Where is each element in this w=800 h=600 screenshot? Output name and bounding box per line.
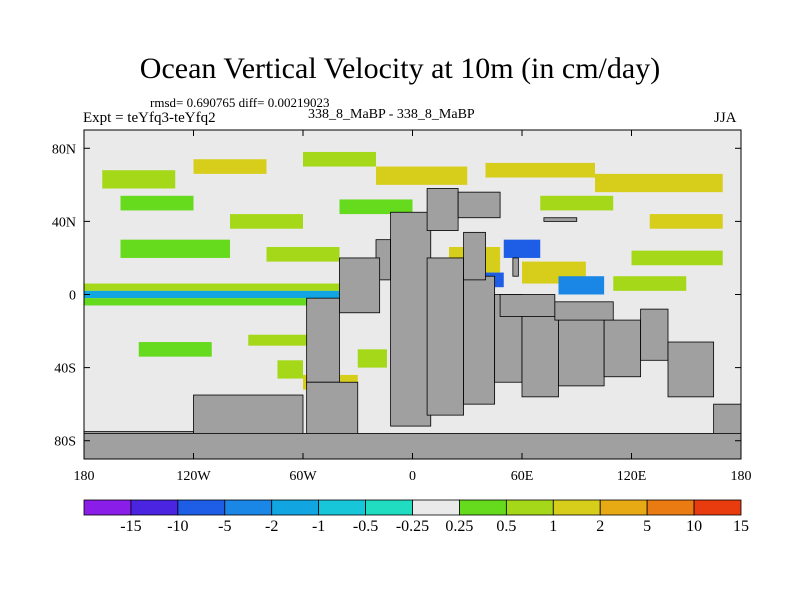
land-block xyxy=(499,294,556,317)
colorbar-label: -0.5 xyxy=(353,518,378,535)
anomaly-cell xyxy=(503,239,541,258)
colorbar-swatch xyxy=(130,499,179,516)
y-tick-label: 40S xyxy=(54,362,76,377)
colorbar-label: 1 xyxy=(549,518,557,535)
land-block xyxy=(558,312,605,387)
colorbar-label: 2 xyxy=(596,518,604,535)
anomaly-cell xyxy=(138,342,212,357)
y-tick-label: 0 xyxy=(69,289,76,304)
land-block xyxy=(457,191,501,219)
anomaly-cell xyxy=(613,276,687,291)
anomaly-cell xyxy=(649,214,723,229)
colorbar-label: 0.5 xyxy=(496,518,516,535)
land-block xyxy=(426,257,465,416)
y-tick-label: 80N xyxy=(52,142,76,157)
land-block xyxy=(306,297,340,383)
colorbar-swatch xyxy=(505,499,554,516)
land-block xyxy=(463,231,486,281)
chart-title: Ocean Vertical Velocity at 10m (in cm/da… xyxy=(139,52,661,85)
stats-label: rmsd= 0.690765 diff= 0.00219023 xyxy=(150,95,330,110)
anomaly-cell xyxy=(631,250,723,266)
colorbar: -15 -10 -5 -2 -1 -0.5 -0.25 0.25 0.5 1 2 5 10 15 xyxy=(83,499,749,535)
colorbar-label: -2 xyxy=(265,518,278,535)
colorbar-swatch xyxy=(224,499,273,516)
x-tick-label: 0 xyxy=(409,469,416,484)
colorbar-swatch xyxy=(83,499,132,516)
anomaly-cell xyxy=(120,195,194,211)
anomaly-cell xyxy=(84,290,358,299)
colorbar-swatch xyxy=(412,499,460,516)
x-tick-label: 120E xyxy=(617,469,647,484)
colorbar-label: -10 xyxy=(167,518,188,535)
y-tick-label: 80S xyxy=(54,435,76,450)
anomaly-cell xyxy=(277,360,303,379)
anomaly-cell xyxy=(376,166,468,185)
anomaly-cell xyxy=(540,195,614,211)
x-tick-label: 60E xyxy=(511,469,534,484)
anomaly-cell xyxy=(595,173,723,193)
x-tick-label: 180 xyxy=(74,469,95,484)
colorbar-label: 0.25 xyxy=(445,518,473,535)
x-tick-label: 180 xyxy=(731,469,752,484)
land-block xyxy=(463,275,496,405)
colorbar-swatch xyxy=(177,499,226,516)
anomaly-cell xyxy=(558,276,605,295)
center-label: 338_8_MaBP - 338_8_MaBP xyxy=(308,107,475,122)
anomaly-cell xyxy=(485,162,595,178)
anomaly-cell xyxy=(120,239,230,258)
land-block xyxy=(426,188,459,231)
colorbar-swatch xyxy=(365,499,413,516)
land-block xyxy=(603,319,642,378)
map-axes: 180 120W 60W 0 60E 120E 180 80N 40N 0 40S 80S xyxy=(52,129,752,484)
season-label: JJA xyxy=(714,110,737,126)
experiment-label: Expt = teYfq3-teYfq2 xyxy=(83,110,216,126)
anomaly-cell xyxy=(339,199,413,215)
y-tick-label: 40N xyxy=(52,215,76,230)
land-block xyxy=(339,257,381,314)
colorbar-label: -5 xyxy=(218,518,231,535)
colorbar-swatch xyxy=(552,499,601,516)
colorbar-swatch xyxy=(318,499,366,516)
colorbar-label: 10 xyxy=(686,518,702,535)
colorbar-swatch xyxy=(646,499,695,516)
colorbar-label: -15 xyxy=(120,518,141,535)
anomaly-cell xyxy=(266,246,340,262)
anomaly-cell xyxy=(248,334,340,346)
colorbar-swatch xyxy=(599,499,648,516)
land-block xyxy=(554,301,614,321)
colorbar-label: 5 xyxy=(643,518,651,535)
colorbar-label: -1 xyxy=(312,518,325,535)
land-block xyxy=(640,308,669,361)
x-tick-label: 60W xyxy=(289,469,317,484)
land-block xyxy=(521,308,559,398)
anomaly-cell xyxy=(84,298,340,306)
anomaly-cell xyxy=(303,151,376,167)
colorbar-swatch xyxy=(271,499,320,516)
colorbar-swatch xyxy=(459,499,507,516)
map-plot-area xyxy=(83,130,742,460)
anomaly-cell xyxy=(357,349,387,368)
land-block xyxy=(543,217,578,222)
land-block xyxy=(512,257,519,277)
anomaly-cell xyxy=(193,159,267,174)
anomaly-cell xyxy=(84,283,376,291)
colorbar-label: 15 xyxy=(733,518,749,535)
colorbar-label: -0.25 xyxy=(396,518,429,535)
anomaly-cell xyxy=(102,170,176,189)
x-tick-label: 120W xyxy=(176,469,211,484)
land-block xyxy=(390,211,432,427)
colorbar-swatch xyxy=(693,499,742,516)
land-block xyxy=(667,341,715,398)
anomaly-cell xyxy=(230,214,303,229)
